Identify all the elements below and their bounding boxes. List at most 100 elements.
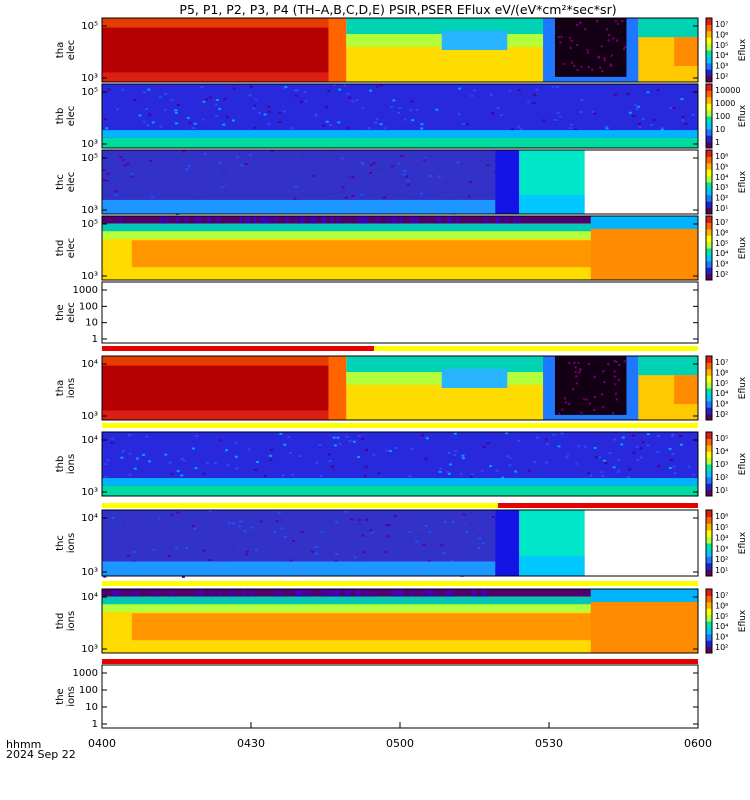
heat-cell	[120, 456, 124, 459]
heat-cell	[158, 96, 162, 99]
heat-cell	[496, 106, 500, 109]
colorbar-tick: 10⁴	[715, 447, 728, 456]
heat-cell	[369, 163, 373, 166]
heat-cell	[459, 473, 463, 476]
colorbar-tick: 10²	[715, 410, 728, 419]
colorbar-tick: 10⁵	[715, 239, 728, 248]
heat-cell	[627, 476, 631, 479]
heat-cell	[593, 395, 596, 398]
heat-cell	[602, 459, 606, 462]
colorbar-frame	[705, 588, 713, 654]
ytick-label: 10⁵	[81, 219, 98, 230]
panel-ylabel: the	[55, 688, 66, 704]
heat-cell	[456, 216, 459, 224]
heat-cell	[128, 433, 132, 436]
heat-cell	[420, 127, 424, 130]
heat-cell	[602, 370, 605, 373]
heat-cell	[263, 475, 267, 478]
heat-cell	[142, 120, 146, 123]
colorbar-tick: 10⁴	[715, 534, 728, 543]
heat-cell	[575, 382, 578, 385]
panel-ylabel: elec	[66, 238, 77, 259]
heat-cell	[362, 159, 366, 162]
heat-cell	[130, 175, 134, 178]
heat-cell	[208, 96, 212, 99]
heat-cell	[254, 468, 258, 471]
heat-cell	[612, 466, 616, 469]
heat-cell	[591, 68, 594, 71]
heat-cell	[441, 368, 508, 388]
heat-cell	[342, 191, 346, 194]
heat-cell	[284, 535, 288, 538]
heat-cell	[446, 471, 450, 474]
heat-cell	[369, 553, 373, 556]
heat-cell	[332, 436, 336, 439]
heat-cell	[518, 216, 521, 224]
heat-cell	[233, 589, 236, 597]
heat-cell	[447, 589, 450, 597]
heat-cell	[632, 451, 636, 454]
heat-cell	[265, 216, 268, 224]
heat-cell	[300, 589, 303, 597]
panel-frame	[101, 215, 699, 281]
heat-cell	[614, 383, 617, 386]
heat-cell	[486, 164, 490, 167]
ytick-label: 10³	[81, 487, 98, 498]
heat-cell	[473, 589, 476, 597]
heat-cell	[615, 360, 618, 363]
heat-cell	[461, 457, 465, 460]
heat-cell	[674, 375, 698, 404]
heat-cell	[300, 530, 304, 533]
heat-cell	[111, 516, 115, 519]
heat-cell	[568, 402, 571, 405]
heat-cell	[297, 589, 300, 597]
heat-cell	[656, 89, 660, 92]
heat-cell	[249, 153, 253, 156]
panel-frame	[101, 281, 699, 344]
heat-cell	[319, 474, 323, 477]
heat-cell	[542, 119, 546, 122]
heat-cell	[302, 165, 306, 168]
status-bar-segment	[102, 581, 698, 586]
colorbar-cell	[706, 201, 712, 209]
heat-cell	[440, 544, 444, 547]
heat-cell	[496, 216, 499, 224]
heat-cell	[369, 529, 373, 532]
heat-cell	[168, 461, 172, 464]
ytick-label: 10³	[81, 73, 98, 84]
heat-cell	[355, 99, 359, 102]
heat-cell	[544, 461, 548, 464]
ytick-label: 10³	[81, 644, 98, 655]
heat-cell	[646, 433, 650, 436]
heat-cell	[346, 356, 549, 372]
heat-cell	[565, 456, 569, 459]
heat-cell	[570, 123, 574, 126]
heat-cell	[429, 589, 432, 597]
heat-cell	[258, 111, 262, 114]
heat-cell	[579, 21, 582, 24]
heat-cell	[672, 465, 676, 468]
colorbar-frame	[705, 149, 713, 215]
heat-cell	[586, 398, 589, 401]
heat-cell	[425, 437, 429, 440]
heat-cell	[412, 196, 416, 199]
heat-cell	[465, 123, 469, 126]
colorbar-label: Eflux	[738, 236, 748, 259]
heat-cell	[617, 469, 621, 472]
heat-cell	[182, 459, 186, 462]
heat-cell	[337, 216, 340, 224]
heat-cell	[602, 405, 605, 408]
heat-cell	[235, 156, 239, 159]
heat-cell	[224, 189, 228, 192]
heat-cell	[495, 510, 520, 576]
heat-cell	[660, 128, 664, 131]
heat-cell	[610, 54, 613, 57]
colorbar-tick: 10000	[715, 86, 740, 95]
heat-cell	[375, 118, 379, 121]
heat-cell	[151, 196, 155, 199]
colorbar-cell	[706, 356, 712, 363]
heat-cell	[491, 112, 495, 115]
heat-cell	[126, 170, 130, 173]
heat-cell	[244, 553, 248, 556]
